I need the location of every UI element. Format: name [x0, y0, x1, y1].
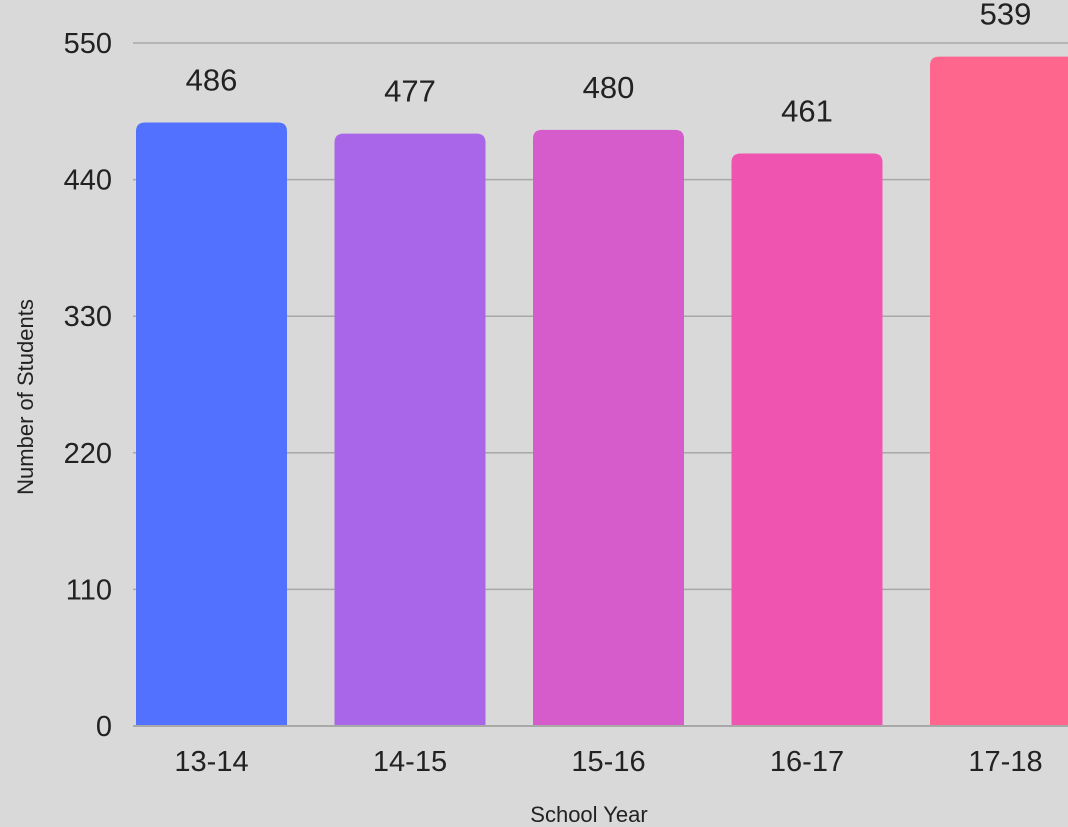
data-label: 486 [186, 62, 238, 97]
y-tick-label: 0 [96, 711, 112, 743]
bar-13-14 [136, 122, 287, 726]
data-label: 480 [583, 70, 635, 105]
data-label: 477 [384, 74, 436, 109]
y-tick-label: 110 [66, 574, 112, 606]
data-label: 539 [980, 0, 1032, 32]
bar-14-15 [334, 133, 486, 727]
bar-16-17 [731, 153, 883, 726]
x-tick-label: 15-16 [571, 746, 645, 778]
y-axis-title: Number of Students [13, 299, 38, 495]
x-tick-label: 16-17 [770, 746, 844, 778]
data-label: 461 [781, 94, 833, 129]
y-tick-label: 550 [64, 28, 112, 60]
bar-15-16 [533, 129, 684, 727]
bars [136, 56, 1068, 727]
data-labels: 486 477 480 461 539 [186, 0, 1032, 129]
x-axis-title: School Year [530, 802, 647, 827]
x-tick-label: 13-14 [174, 746, 248, 778]
y-tick-label: 220 [64, 438, 112, 470]
x-tick-label: 17-18 [968, 746, 1042, 778]
y-axis-tick-labels: 0 110 220 330 440 550 [64, 28, 112, 743]
x-tick-label: 14-15 [373, 746, 447, 778]
y-tick-label: 440 [64, 165, 112, 197]
y-tick-label: 330 [64, 301, 112, 333]
bar-17-18 [930, 56, 1068, 726]
x-axis-tick-labels: 13-14 14-15 15-16 16-17 17-18 [174, 746, 1042, 778]
